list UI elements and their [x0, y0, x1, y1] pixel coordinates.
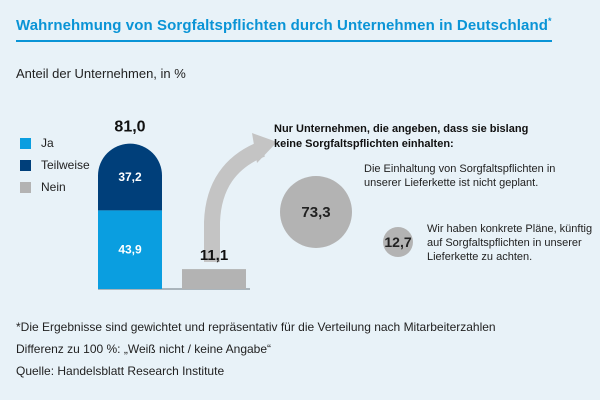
- legend: Ja Teilweise Nein: [20, 132, 90, 198]
- legend-label-nein: Nein: [41, 180, 66, 194]
- legend-label-ja: Ja: [41, 136, 54, 150]
- legend-item-ja: Ja: [20, 132, 90, 154]
- legend-swatch-nein: [20, 181, 31, 193]
- bubble-label-0: 73,3: [301, 204, 330, 221]
- footnote-weighting: *Die Ergebnisse sind gewichtet und reprä…: [16, 320, 496, 334]
- bubble-0: [280, 176, 352, 248]
- data-label-nein: 11,1: [200, 247, 228, 264]
- footnote-difference: Differenz zu 100 %: „Weiß nicht / keine …: [16, 342, 272, 356]
- bubble-note-large: Die Einhaltung von Sorgfaltspflichten in…: [364, 163, 556, 189]
- legend-item-nein: Nein: [20, 176, 90, 198]
- legend-swatch-teilweise: [20, 159, 31, 171]
- total-label: 81,0: [114, 119, 145, 136]
- bar-segment-ja: [98, 210, 162, 289]
- bar-segment-teilweise: [98, 143, 162, 211]
- legend-label-teilweise: Teilweise: [41, 158, 90, 172]
- data-label-teilweise: 37,2: [118, 170, 142, 184]
- legend-swatch-ja: [20, 137, 31, 149]
- data-label-ja: 43,9: [118, 243, 142, 257]
- title-divider: [16, 40, 552, 42]
- title-text: Wahrnehmung von Sorgfaltspflichten durch…: [16, 17, 549, 34]
- footnote-source: Quelle: Handelsblatt Research Institute: [16, 364, 225, 378]
- bar-segment-nein: [182, 269, 246, 289]
- bubble-heading: Nur Unternehmen, die angeben, dass sie b…: [274, 123, 529, 150]
- bubble-label-1: 12,7: [384, 234, 411, 250]
- bubble-note-small: Wir haben konkrete Pläne, künftig auf So…: [427, 223, 593, 263]
- bubble-1: [383, 227, 413, 257]
- arrow-shaft: [204, 141, 266, 262]
- title-footnote-marker: *: [548, 16, 552, 26]
- legend-item-teilweise: Teilweise: [20, 154, 90, 176]
- arrow-head: [252, 133, 277, 163]
- axis-subtitle: Anteil der Unternehmen, in %: [16, 66, 186, 81]
- chart-title: Wahrnehmung von Sorgfaltspflichten durch…: [16, 16, 576, 34]
- footnotes: *Die Ergebnisse sind gewichtet und reprä…: [16, 316, 496, 382]
